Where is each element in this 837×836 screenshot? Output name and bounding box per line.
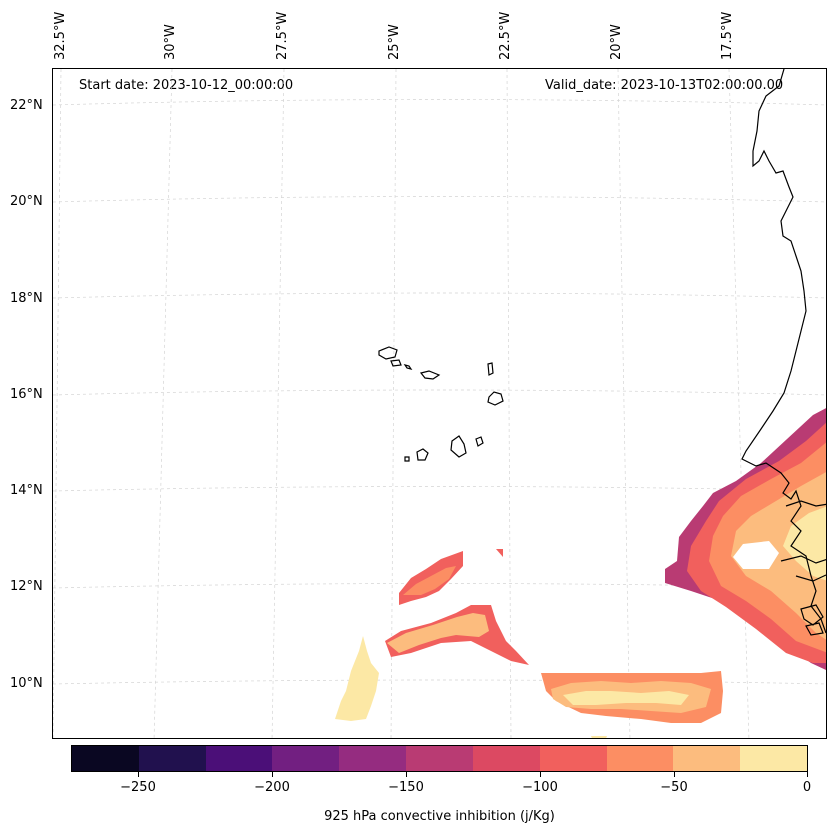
- colorbar-tick: [406, 772, 407, 777]
- colorbar-swatch: [539, 746, 607, 771]
- colorbar-tick-label: −100: [522, 780, 558, 795]
- lon-label-25w: 25°W: [387, 24, 402, 60]
- lat-gridline-20n: [53, 196, 826, 203]
- island-sao-nicolau: [419, 370, 441, 380]
- colorbar-tick: [138, 772, 139, 777]
- colorbar-tick-label: −150: [388, 780, 424, 795]
- bijagos-islands: [800, 604, 824, 636]
- colorbar-tick: [540, 772, 541, 777]
- valid-date-label: Valid_date: 2023-10-13T02:00:00.00: [545, 78, 784, 93]
- start-date-label: Start date: 2023-10-12_00:00:00: [79, 78, 294, 93]
- colorbar-tick-label: −250: [120, 780, 156, 795]
- colorbar-swatch: [72, 746, 139, 771]
- colorbar-swatch: [472, 746, 540, 771]
- graticule: [53, 69, 826, 738]
- island-fogo: [416, 448, 429, 461]
- island-santo-antao: [378, 346, 398, 360]
- africa-inlet-3: [795, 574, 826, 582]
- lon-gridline-22-5w: [506, 69, 512, 738]
- colorbar-swatch: [673, 746, 741, 771]
- island-santiago: [450, 435, 467, 458]
- island-sao-vicente: [390, 359, 402, 367]
- cin-fragment-small: [496, 549, 503, 557]
- lon-gridline-25w: [390, 69, 397, 738]
- cin-band-mid-peach: [387, 613, 489, 653]
- colorbar-swatch: [339, 746, 407, 771]
- lat-gridline-18n: [53, 292, 826, 299]
- africa-inlet-2: [780, 555, 826, 564]
- colorbar-swatch: [205, 746, 273, 771]
- lon-gridline-27-5w: [271, 69, 285, 738]
- colorbar-swatch: [138, 746, 206, 771]
- lon-label-20w: 20°W: [609, 24, 624, 60]
- lon-label-30w: 30°W: [163, 24, 178, 60]
- cin-region-east-hole: [733, 541, 779, 569]
- lat-gridline-10n: [53, 679, 826, 685]
- colorbar-swatch: [740, 746, 807, 771]
- cin-fragment-bottom: [591, 736, 607, 738]
- lat-gridline-16n: [53, 389, 826, 396]
- lat-gridline-22n: [53, 99, 826, 106]
- colorbar-tick-label: −50: [660, 780, 688, 795]
- island-boa-vista: [487, 391, 504, 406]
- lon-gridline-32-5w: [53, 69, 62, 738]
- lat-label-18n: 18°N: [10, 291, 43, 306]
- lon-label-17-5w: 17.5°W: [720, 11, 735, 60]
- colorbar-tick: [807, 772, 808, 777]
- lon-label-22-5w: 22.5°W: [498, 11, 513, 60]
- africa-coastline: [741, 69, 826, 634]
- lon-gridline-17-5w: [728, 69, 750, 738]
- lat-label-14n: 14°N: [10, 483, 43, 498]
- colorbar-tick: [272, 772, 273, 777]
- colorbar-tick: [674, 772, 675, 777]
- island-sal: [487, 362, 494, 376]
- lat-label-20n: 20°N: [10, 194, 43, 209]
- colorbar-swatch: [272, 746, 340, 771]
- colorbar: [71, 745, 808, 772]
- lat-label-12n: 12°N: [10, 579, 43, 594]
- lat-gridline-14n: [53, 486, 826, 492]
- colorbar-tick-label: 0: [802, 780, 812, 795]
- cin-band-north-inner: [403, 566, 456, 595]
- colorbar-tick-label: −200: [254, 780, 290, 795]
- map-canvas: [53, 69, 826, 738]
- africa-inlet-1: [785, 500, 826, 507]
- cin-region-east-50: [731, 472, 826, 640]
- cin-band-south-yellow: [563, 691, 689, 705]
- lat-label-16n: 16°N: [10, 387, 43, 402]
- lat-label-10n: 10°N: [10, 676, 43, 691]
- cin-region-east-25: [783, 506, 826, 581]
- cin-band-west-yellow: [335, 636, 379, 721]
- map-panel: [52, 68, 827, 739]
- lat-label-22n: 22°N: [10, 98, 43, 113]
- lon-gridline-20w: [617, 69, 631, 738]
- lon-label-32-5w: 32.5°W: [53, 11, 68, 60]
- island-santa-luzia: [403, 364, 413, 370]
- island-maio: [475, 436, 484, 447]
- coastlines: [378, 69, 826, 636]
- lat-gridline-12n: [53, 583, 826, 589]
- lon-gridline-30w: [153, 69, 173, 738]
- colorbar-swatch: [606, 746, 674, 771]
- colorbar-title: 925 hPa convective inhibition (j/Kg): [324, 809, 555, 824]
- colorbar-swatch: [406, 746, 473, 771]
- lon-label-27-5w: 27.5°W: [275, 11, 290, 60]
- island-brava: [404, 456, 410, 462]
